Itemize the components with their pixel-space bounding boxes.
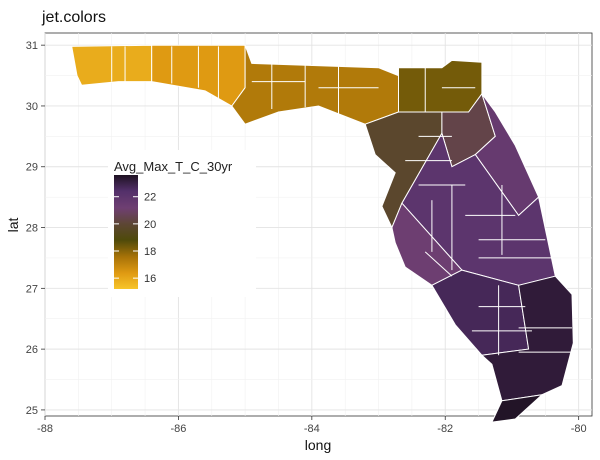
legend-label: 20 <box>144 219 156 231</box>
county-borders <box>111 46 572 356</box>
legend-title: Avg_Max_T_C_30yr <box>114 159 233 174</box>
y-tick-label: 30 <box>26 101 38 113</box>
region-florida-keys <box>491 393 544 423</box>
y-tick-label: 26 <box>26 344 38 356</box>
region-northeast-florida <box>398 59 483 113</box>
legend: Avg_Max_T_C_30yr 22 20 18 16 <box>108 150 256 297</box>
x-tick-label: -88 <box>37 423 53 435</box>
region-eastern-panhandle <box>231 45 399 125</box>
x-tick-label: -80 <box>571 423 587 435</box>
y-tick-label: 31 <box>26 40 38 52</box>
y-tick-label: 28 <box>26 223 38 235</box>
x-axis-label: long <box>305 437 331 453</box>
legend-label: 18 <box>144 246 156 258</box>
chart-title: jet.colors <box>41 9 106 26</box>
y-axis-label: lat <box>5 218 21 233</box>
legend-label: 22 <box>144 192 156 204</box>
y-tick-label: 25 <box>26 405 38 417</box>
legend-ticks: 22 20 18 16 <box>114 192 156 285</box>
legend-label: 16 <box>144 273 156 285</box>
y-tick-label: 27 <box>26 283 38 295</box>
county-regions <box>71 44 574 423</box>
y-tick-label: 29 <box>26 162 38 174</box>
x-tick-label: -86 <box>170 423 186 435</box>
county-border <box>424 251 453 277</box>
axis-ticks: -88 -86 -84 -82 -80 25 26 27 28 29 30 31 <box>26 40 587 435</box>
x-tick-label: -84 <box>304 423 320 435</box>
x-tick-label: -82 <box>437 423 453 435</box>
legend-colorbar <box>114 175 138 289</box>
